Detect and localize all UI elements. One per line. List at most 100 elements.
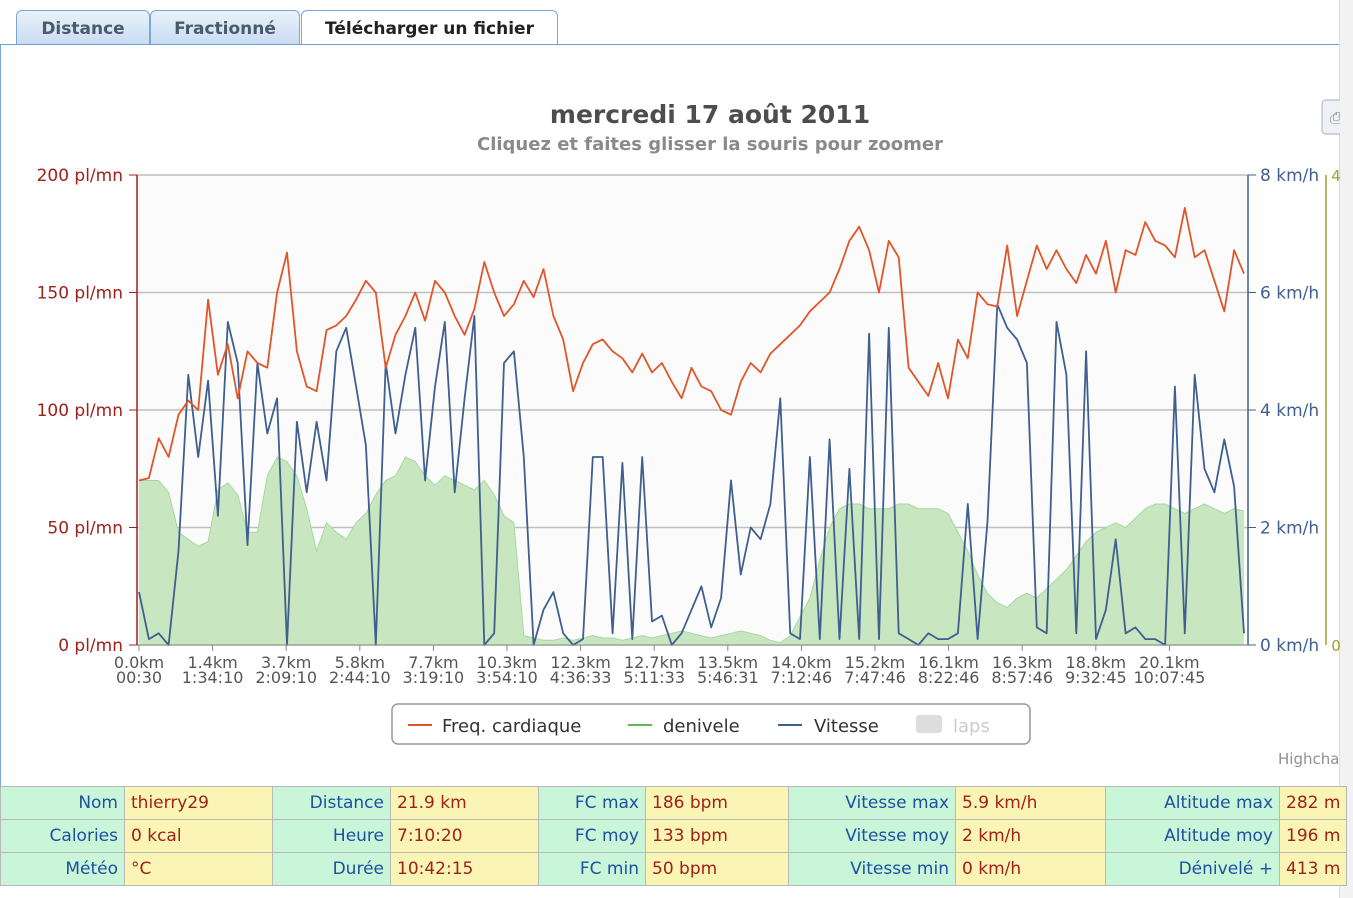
y-right-tick-label: 6 km/h [1260, 284, 1319, 304]
stat-value: 50 bpm [645, 852, 789, 886]
stat-label: FC min [538, 852, 646, 886]
stat-value: 196 m [1278, 819, 1348, 853]
x-tick-label-time: 00:30 [116, 668, 162, 687]
stat-value: 0 km/h [955, 852, 1106, 886]
hr-speed-chart[interactable]: ⎙ mercredi 17 août 2011 Cliquez et faite… [0, 45, 1340, 785]
x-tick-label-distance: 15.2km [845, 653, 905, 672]
stat-value: 5.9 km/h [955, 786, 1106, 820]
x-tick-label-distance: 7.7km [408, 653, 458, 672]
tab-bar: Distance Fractionné Télécharger un fichi… [0, 0, 1353, 47]
legend-box [391, 703, 1031, 745]
tab-distance[interactable]: Distance [16, 10, 150, 45]
stat-value: 0 kcal [124, 819, 273, 853]
x-tick-label-distance: 5.8km [335, 653, 385, 672]
y-right-tick-label: 8 km/h [1260, 166, 1319, 186]
tab-fractionne[interactable]: Fractionné [150, 10, 300, 45]
x-tick-label-distance: 13.5km [698, 653, 758, 672]
y-left-tick-label: 200 pl/mn [37, 166, 123, 186]
y-left-tick-label: 150 pl/mn [37, 284, 123, 304]
x-tick-label-time: 5:46:31 [697, 668, 759, 687]
stat-value: 10:42:15 [390, 852, 539, 886]
y-far-right-tick-label: 0 [1331, 637, 1340, 655]
x-tick-label-time: 7:12:46 [771, 668, 833, 687]
legend-item-laps[interactable]: laps [916, 715, 990, 737]
x-tick-label-time: 7:47:46 [844, 668, 906, 687]
page-scrollbar[interactable] [1339, 0, 1353, 898]
stat-label: Distance [272, 786, 391, 820]
export-menu-button[interactable] [1321, 99, 1340, 135]
axes-layer [129, 174, 1327, 651]
x-tick-label-distance: 3.7km [261, 653, 311, 672]
y-right-tick-labels: 0 km/h 0 2 km/h 4 km/h 6 km/h 8 km/h 4 [1260, 166, 1340, 656]
chart-title: mercredi 17 août 2011 [550, 100, 870, 129]
legend-symbol-laps [916, 715, 942, 733]
stat-label: Vitesse max [788, 786, 956, 820]
stat-value: 133 bpm [645, 819, 789, 853]
x-tick-label-distance: 10.3km [477, 653, 537, 672]
x-tick-label-distance: 14.0km [771, 653, 831, 672]
series-vitesse-line[interactable] [138, 303, 1245, 646]
x-tick-label-time: 3:54:10 [476, 668, 538, 687]
stat-label: Nom [0, 786, 125, 820]
stats-row: Calories 0 kcal Heure 7:10:20 FC moy 133 bpm V… [0, 819, 1348, 853]
x-tick-label-time: 3:19:10 [403, 668, 465, 687]
stat-value: 2 km/h [955, 819, 1106, 853]
x-tick-label-distance: 0.0km [114, 653, 164, 672]
y-left-tick-labels: 0 pl/mn 50 pl/mn 100 pl/mn 150 pl/mn 200 pl/… [37, 166, 123, 656]
stat-value: 186 bpm [645, 786, 789, 820]
tab-upload-file[interactable]: Télécharger un fichier [301, 10, 558, 47]
legend-label-laps: laps [953, 716, 990, 737]
stat-label: Durée [272, 852, 391, 886]
legend-item-vitesse[interactable]: Vitesse [778, 716, 879, 737]
stat-label: FC moy [538, 819, 646, 853]
x-tick-label-distance: 12.3km [550, 653, 610, 672]
chart-subtitle: Cliquez et faites glisser la souris pour… [477, 134, 943, 155]
stat-label: Calories [0, 819, 125, 853]
x-tick-label-distance: 12.7km [624, 653, 684, 672]
x-tick-label-distance: 1.4km [187, 653, 237, 672]
stats-row: Météo °C Durée 10:42:15 FC min 50 bpm Vitesse … [0, 852, 1348, 886]
stat-value: 7:10:20 [390, 819, 539, 853]
x-tick-label-time: 9:32:45 [1065, 668, 1127, 687]
stats-row: Nom thierry29 Distance 21.9 km FC max 186 bpm… [0, 786, 1348, 820]
x-tick-label-time: 10:07:45 [1133, 668, 1205, 687]
stat-label: FC max [538, 786, 646, 820]
stat-label: Heure [272, 819, 391, 853]
x-tick-label-time: 2:09:10 [255, 668, 317, 687]
y-left-tick-label: 50 pl/mn [47, 519, 123, 539]
stat-label: Altitude max [1105, 786, 1280, 820]
export-icon: ⎙ [1330, 108, 1340, 127]
stats-table: Nom thierry29 Distance 21.9 km FC max 186 bpm… [0, 786, 1348, 886]
stat-value: thierry29 [124, 786, 273, 820]
highcharts-credit[interactable]: Highcha [1278, 750, 1339, 768]
x-tick-label-distance: 18.8km [1066, 653, 1126, 672]
x-tick-label-time: 4:36:33 [550, 668, 612, 687]
stat-value: 21.9 km [390, 786, 539, 820]
legend-item-denivele[interactable]: denivele [628, 716, 740, 737]
stat-value: °C [124, 852, 273, 886]
x-tick-label-time: 1:34:10 [182, 668, 244, 687]
stat-label: Vitesse moy [788, 819, 956, 853]
x-tick-label-time: 5:11:33 [623, 668, 685, 687]
y-right-tick-label: 2 km/h [1260, 519, 1319, 539]
series-denivele-line[interactable] [139, 456, 1245, 644]
x-tick-label-distance: 16.1km [918, 653, 978, 672]
legend-label-heart-rate: Freq. cardiaque [442, 716, 581, 737]
x-tick-label-time: 8:22:46 [918, 668, 980, 687]
legend-label-denivele: denivele [663, 716, 740, 737]
x-tick-label-time: 2:44:10 [329, 668, 391, 687]
y-right-tick-label: 0 km/h [1260, 636, 1319, 656]
x-tick-label-distance: 16.3km [992, 653, 1052, 672]
y-far-right-tick-label: 4 [1331, 167, 1340, 185]
series-heart-rate-line[interactable] [138, 207, 1245, 482]
stat-label: Météo [0, 852, 125, 886]
series-denivele-area[interactable] [139, 457, 1244, 645]
y-left-tick-label: 0 pl/mn [58, 636, 123, 656]
y-right-tick-label: 4 km/h [1260, 401, 1319, 421]
legend-item-heart-rate[interactable]: Freq. cardiaque [408, 716, 581, 737]
y-left-tick-label: 100 pl/mn [37, 401, 123, 421]
stat-label: Vitesse min [788, 852, 956, 886]
series-area-layer [139, 456, 1245, 645]
x-tick-label-time: 8:57:46 [991, 668, 1053, 687]
